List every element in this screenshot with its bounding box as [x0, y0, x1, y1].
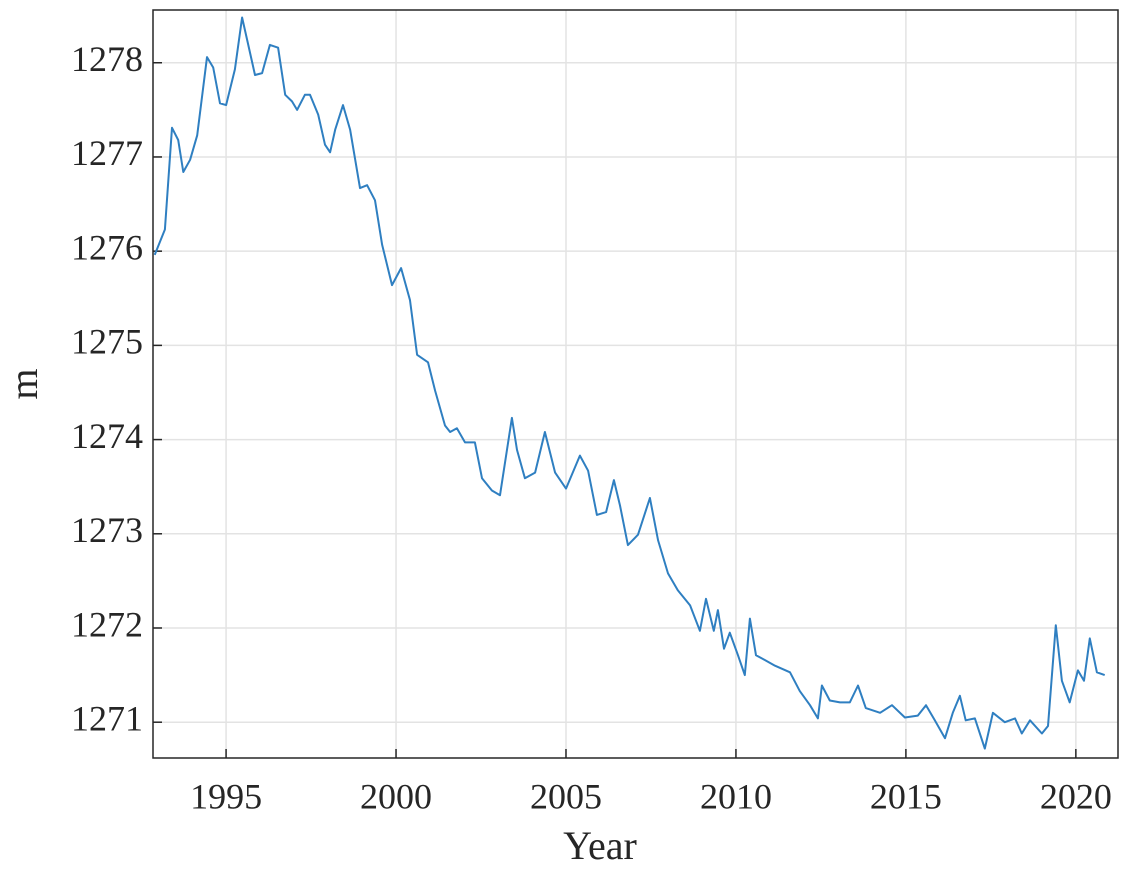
y-tick-label: 1276	[71, 227, 143, 267]
x-tick-label: 2000	[360, 776, 432, 816]
plot-frame	[152, 9, 1119, 759]
data-line	[153, 16, 1106, 750]
x-tick-label: 2010	[700, 776, 772, 816]
x-axis-label: Year	[563, 823, 637, 868]
y-tick-label: 1274	[71, 416, 143, 456]
y-tick-label: 1273	[71, 510, 143, 550]
y-tick-label: 1277	[71, 133, 143, 173]
x-tick-label: 1995	[190, 776, 262, 816]
x-tick-label: 2015	[870, 776, 942, 816]
x-tick-label: 2020	[1040, 776, 1112, 816]
y-tick-label: 1272	[71, 604, 143, 644]
y-tick-label: 1275	[71, 322, 143, 362]
y-tick-label: 1271	[71, 698, 143, 738]
y-tick-label: 1278	[71, 39, 143, 79]
x-tick-label: 2005	[530, 776, 602, 816]
y-axis-label: m	[1, 368, 46, 399]
